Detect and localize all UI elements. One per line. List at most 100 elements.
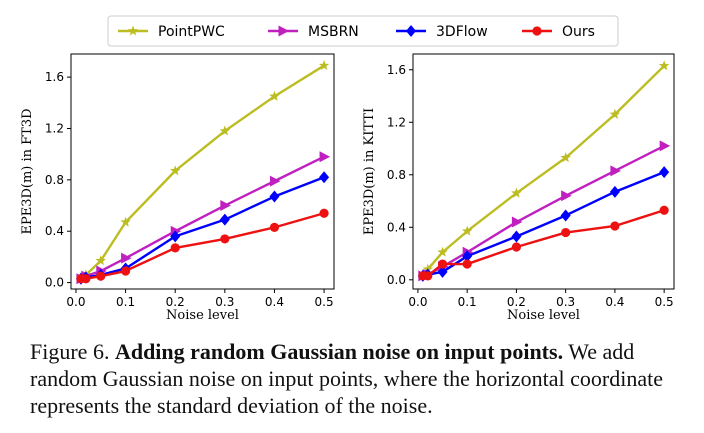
legend-label: MSBRN xyxy=(308,24,359,40)
data-point xyxy=(269,175,281,187)
x-tick-label: 0.3 xyxy=(215,295,234,309)
data-point xyxy=(219,213,230,226)
data-point xyxy=(169,165,181,176)
data-point xyxy=(658,60,670,71)
data-point xyxy=(462,250,473,263)
legend-entry: MSBRN xyxy=(268,24,359,40)
data-point xyxy=(609,185,620,198)
data-point xyxy=(220,234,230,244)
figure-canvas: PointPWC MSBRN 3DFlow Ours 0.0 0.1 0.2 0.3 0.4 0… xyxy=(20,15,675,323)
x-tick-label: 0.2 xyxy=(166,295,185,309)
y-tick-label: 0.4 xyxy=(45,224,64,238)
data-point xyxy=(511,242,522,252)
legend-label: Ours xyxy=(562,24,595,40)
legend-label: 3DFlow xyxy=(436,24,488,40)
data-point xyxy=(319,151,331,163)
data-point xyxy=(511,216,523,228)
data-point xyxy=(659,205,669,215)
series-line xyxy=(421,64,665,276)
y-tick-label: 0.8 xyxy=(45,173,64,187)
axes-frame xyxy=(412,53,675,290)
legend-entry: Ours xyxy=(522,24,595,40)
data-point xyxy=(659,140,671,152)
y-axis-label: EPE3D(m) in FT3D xyxy=(20,108,35,234)
data-point xyxy=(511,187,522,198)
y-tick-label: 0.0 xyxy=(45,276,64,290)
y-tick-label: 0.8 xyxy=(387,168,406,182)
y-tick-label: 0.0 xyxy=(387,273,406,287)
data-point xyxy=(609,108,621,119)
y-axis-label: EPE3D(m) in KITTI xyxy=(362,108,377,235)
data-point xyxy=(170,243,180,253)
series-ours xyxy=(418,205,669,281)
series-3dflow xyxy=(75,171,330,285)
data-point xyxy=(462,259,472,269)
series-line xyxy=(80,155,325,280)
legend-swatch-marker xyxy=(127,25,139,36)
x-tick-label: 0.5 xyxy=(315,295,334,309)
series-pointpwc xyxy=(75,60,330,282)
plot-kitti: 0.0 0.1 0.2 0.3 0.4 0.5 0.0 0.4 0.8 1.2 1.6 Noise l… xyxy=(362,53,675,323)
data-point xyxy=(269,222,280,232)
data-point xyxy=(319,171,330,184)
caption-label: Figure 6. xyxy=(30,339,110,364)
y-tick-label: 0.4 xyxy=(387,220,406,234)
data-point xyxy=(219,125,231,136)
data-point xyxy=(511,230,522,243)
series-line xyxy=(422,144,665,278)
series-ours xyxy=(76,208,329,284)
legend-swatch-marker xyxy=(532,26,542,36)
data-point xyxy=(437,246,448,257)
y-tick-label: 1.2 xyxy=(387,115,406,129)
x-tick-label: 0.1 xyxy=(458,295,477,309)
data-point xyxy=(269,90,280,101)
legend-label: PointPWC xyxy=(158,24,225,40)
data-point xyxy=(560,152,571,163)
figure-caption: Figure 6. Adding random Gaussian noise o… xyxy=(30,338,680,419)
series-msbrn xyxy=(76,151,331,285)
data-point xyxy=(96,271,106,281)
y-tick-label: 1.2 xyxy=(45,121,64,135)
data-point xyxy=(220,200,231,212)
caption-text: We add random Gaussian noise on input po… xyxy=(30,339,663,418)
data-point xyxy=(121,252,132,264)
data-point xyxy=(561,190,572,202)
data-point xyxy=(120,216,131,227)
legend-box xyxy=(107,15,619,47)
data-point xyxy=(560,209,571,222)
series-msbrn xyxy=(418,140,671,282)
y-tick-label: 1.6 xyxy=(45,70,64,84)
data-point xyxy=(610,165,621,177)
data-point xyxy=(437,265,448,278)
x-axis-label: Noise level xyxy=(166,308,239,323)
data-point xyxy=(561,227,571,238)
x-tick-label: 0.4 xyxy=(605,295,624,309)
data-point xyxy=(319,208,329,218)
x-tick-label: 0.1 xyxy=(116,295,135,309)
x-axis-label: Noise level xyxy=(507,308,580,323)
x-tick-label: 0.3 xyxy=(556,295,575,309)
legend-swatch-marker xyxy=(278,25,289,37)
data-point xyxy=(170,230,181,243)
series-pointpwc xyxy=(417,60,670,280)
caption-title: Adding random Gaussian noise on input po… xyxy=(114,339,564,364)
data-point xyxy=(95,255,107,266)
legend-swatch-marker xyxy=(406,25,416,37)
x-tick-label: 0.0 xyxy=(408,295,427,309)
data-point xyxy=(318,60,330,71)
data-point xyxy=(423,271,433,281)
data-point xyxy=(81,274,91,284)
data-point xyxy=(659,166,670,179)
legend-entry: PointPWC xyxy=(118,24,225,40)
series-line xyxy=(80,64,325,279)
legend: PointPWC MSBRN 3DFlow Ours xyxy=(107,15,619,47)
data-point xyxy=(269,190,280,203)
series-line xyxy=(422,171,665,278)
data-point xyxy=(437,259,448,269)
series-line xyxy=(80,212,325,280)
x-tick-label: 0.0 xyxy=(66,295,85,309)
axes-frame xyxy=(70,53,335,290)
legend-entry: 3DFlow xyxy=(396,24,488,40)
plot-ft3d: 0.0 0.1 0.2 0.3 0.4 0.5 0.0 0.4 0.8 1.2 1.6 Noise l… xyxy=(20,53,335,323)
data-point xyxy=(610,221,620,231)
